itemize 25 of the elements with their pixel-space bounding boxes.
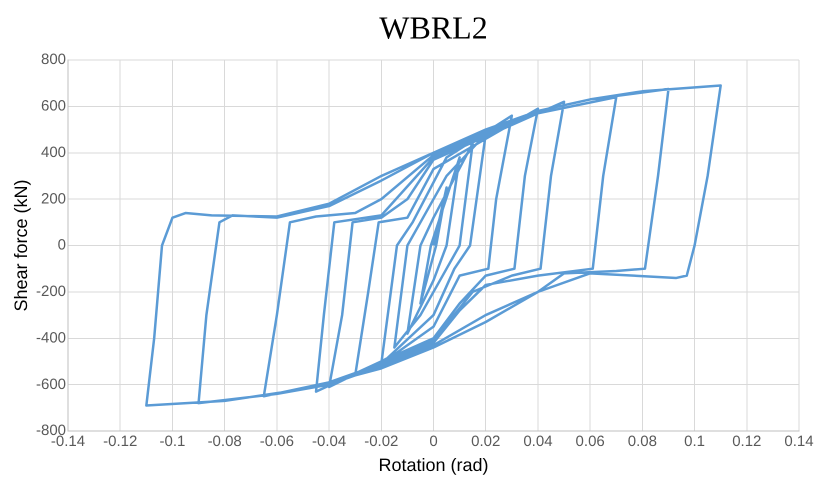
y-tick-label: -400 — [36, 329, 66, 346]
x-tick-label: 0.04 — [523, 433, 553, 450]
x-tick-label: -0.02 — [364, 433, 398, 450]
y-tick-label: -600 — [36, 376, 66, 393]
y-tick-label: -200 — [36, 283, 66, 300]
chart-title: WBRL2 — [379, 9, 488, 46]
y-axis-title: Shear force (kN) — [10, 179, 31, 312]
y-tick-label: 600 — [40, 98, 66, 115]
x-tick-label: -0.1 — [160, 433, 186, 450]
x-tick-label: 0.12 — [732, 433, 762, 450]
x-tick-label: 0.02 — [471, 433, 500, 450]
y-tick-label: 400 — [40, 144, 66, 161]
y-tick-label: 0 — [58, 236, 66, 254]
y-tick-label: 800 — [40, 51, 66, 68]
x-tick-label: 0.14 — [784, 433, 814, 450]
x-tick-label: -0.12 — [103, 433, 138, 450]
x-axis-title: Rotation (rad) — [378, 454, 489, 475]
x-tick-label: 0.06 — [576, 433, 605, 450]
x-tick-label: 0 — [429, 433, 438, 450]
x-tick-label: -0.04 — [312, 433, 346, 450]
x-tick-label: 0.08 — [628, 433, 657, 450]
x-tick-label: 0.1 — [684, 433, 706, 450]
x-tick-label: -0.06 — [260, 433, 294, 450]
x-tick-label: -0.08 — [208, 433, 242, 450]
y-tick-label: 200 — [40, 190, 66, 208]
